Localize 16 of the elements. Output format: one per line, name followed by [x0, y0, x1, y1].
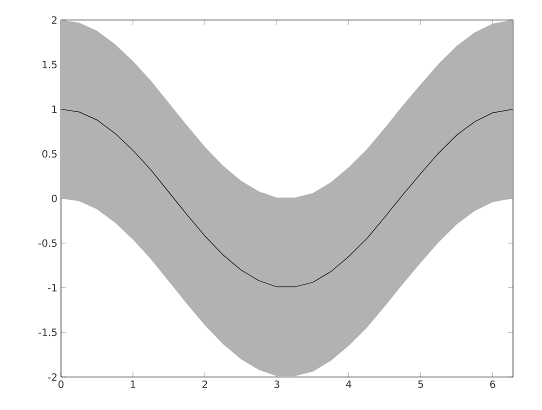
x-tick-label: 4	[346, 380, 352, 388]
x-tick-label: 6	[490, 380, 496, 388]
x-tick-label: 0	[58, 380, 64, 388]
y-tick-label: 0.5	[42, 150, 57, 158]
y-tick-label: 0	[52, 194, 57, 202]
y-tick-label: 1	[52, 106, 57, 113]
y-tick-label: 1.5	[42, 60, 57, 68]
y-tick-label: 2	[52, 16, 56, 24]
x-tick-label: 1	[130, 380, 136, 388]
x-tick-label: 2	[202, 380, 208, 388]
y-tick-label: -2	[48, 373, 56, 381]
y-tick-label: -0.5	[38, 239, 57, 247]
x-tick-label: 3	[274, 380, 280, 388]
y-tick-label: -1	[48, 284, 57, 292]
y-tick-label: -1.5	[38, 328, 57, 336]
x-tick-label: 5	[418, 380, 423, 388]
